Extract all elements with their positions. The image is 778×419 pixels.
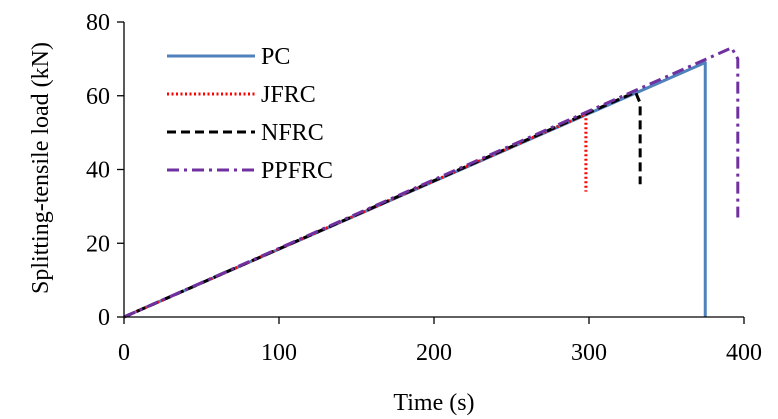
x-tick-label: 100 <box>261 340 297 366</box>
legend-label-nfrc: NFRC <box>261 120 324 146</box>
x-ticks: 0 100 200 300 400 <box>118 317 762 366</box>
y-tick-label: 0 <box>98 305 110 331</box>
x-tick-label: 400 <box>726 340 762 366</box>
legend-label-ppfrc: PPFRC <box>261 158 333 184</box>
x-tick-label: 200 <box>416 340 452 366</box>
y-tick-label: 60 <box>86 84 110 110</box>
y-ticks: 0 20 40 60 80 <box>86 10 124 331</box>
x-axis-title: Time (s) <box>393 390 474 416</box>
y-tick-label: 40 <box>86 158 110 184</box>
x-tick-label: 0 <box>118 340 130 366</box>
y-axis-title: Splitting-tensile load (kN) <box>28 42 54 294</box>
y-tick-label: 80 <box>86 10 110 36</box>
x-tick-label: 300 <box>571 340 607 366</box>
legend-label-jfrc: JFRC <box>261 82 316 108</box>
series-line-ppfrc <box>123 46 740 319</box>
legend: PC JFRC NFRC PPFRC <box>167 44 333 184</box>
y-tick-label: 20 <box>86 231 110 257</box>
series-layer <box>123 46 740 319</box>
plot-area: 0 20 40 60 80 0 100 200 300 400 <box>86 10 762 366</box>
series-line-nfrc <box>123 90 642 319</box>
legend-label-pc: PC <box>261 44 290 70</box>
